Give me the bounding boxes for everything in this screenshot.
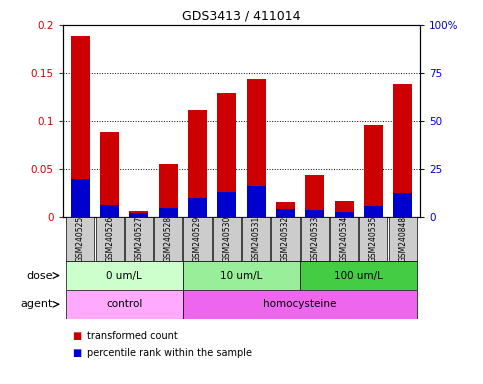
Bar: [125, 217, 153, 261]
Bar: [335, 201, 354, 217]
Bar: [188, 111, 207, 217]
Text: GSM240534: GSM240534: [340, 216, 349, 262]
Text: GDS3413 / 411014: GDS3413 / 411014: [182, 10, 301, 23]
Bar: [271, 217, 299, 261]
Bar: [71, 179, 90, 217]
Text: ■: ■: [72, 348, 82, 358]
Bar: [276, 209, 295, 217]
Text: percentile rank within the sample: percentile rank within the sample: [87, 348, 252, 358]
Bar: [217, 192, 236, 217]
Text: GSM240525: GSM240525: [76, 216, 85, 262]
Bar: [393, 84, 412, 217]
Bar: [183, 290, 417, 319]
Text: GSM240527: GSM240527: [134, 216, 143, 262]
Bar: [66, 217, 95, 261]
Bar: [129, 213, 148, 217]
Bar: [330, 217, 358, 261]
Bar: [184, 217, 212, 261]
Bar: [364, 125, 383, 217]
Bar: [159, 209, 178, 217]
Bar: [213, 217, 241, 261]
Bar: [188, 198, 207, 217]
Text: homocysteine: homocysteine: [263, 299, 337, 310]
Text: control: control: [106, 299, 142, 310]
Bar: [300, 261, 417, 290]
Bar: [242, 217, 270, 261]
Bar: [100, 132, 119, 217]
Bar: [359, 217, 387, 261]
Text: 100 um/L: 100 um/L: [334, 270, 383, 281]
Bar: [276, 202, 295, 217]
Text: transformed count: transformed count: [87, 331, 178, 341]
Text: GSM240848: GSM240848: [398, 216, 407, 262]
Bar: [183, 261, 300, 290]
Bar: [247, 79, 266, 217]
Text: ■: ■: [72, 331, 82, 341]
Bar: [129, 211, 148, 217]
Bar: [388, 217, 417, 261]
Text: GSM240535: GSM240535: [369, 216, 378, 262]
Bar: [66, 261, 183, 290]
Text: dose: dose: [27, 270, 53, 281]
Bar: [305, 210, 324, 217]
Text: GSM240532: GSM240532: [281, 216, 290, 262]
Text: GSM240531: GSM240531: [252, 216, 261, 262]
Bar: [301, 217, 329, 261]
Text: 10 um/L: 10 um/L: [220, 270, 263, 281]
Bar: [305, 175, 324, 217]
Bar: [154, 217, 182, 261]
Text: GSM240533: GSM240533: [310, 216, 319, 262]
Bar: [247, 186, 266, 217]
Bar: [71, 36, 90, 217]
Bar: [159, 164, 178, 217]
Text: GSM240530: GSM240530: [222, 216, 231, 262]
Bar: [335, 212, 354, 217]
Bar: [364, 207, 383, 217]
Text: agent: agent: [21, 299, 53, 310]
Text: GSM240526: GSM240526: [105, 216, 114, 262]
Text: GSM240529: GSM240529: [193, 216, 202, 262]
Bar: [100, 205, 119, 217]
Bar: [66, 290, 183, 319]
Bar: [217, 93, 236, 217]
Text: GSM240528: GSM240528: [164, 216, 173, 262]
Bar: [393, 193, 412, 217]
Text: 0 um/L: 0 um/L: [106, 270, 142, 281]
Bar: [96, 217, 124, 261]
